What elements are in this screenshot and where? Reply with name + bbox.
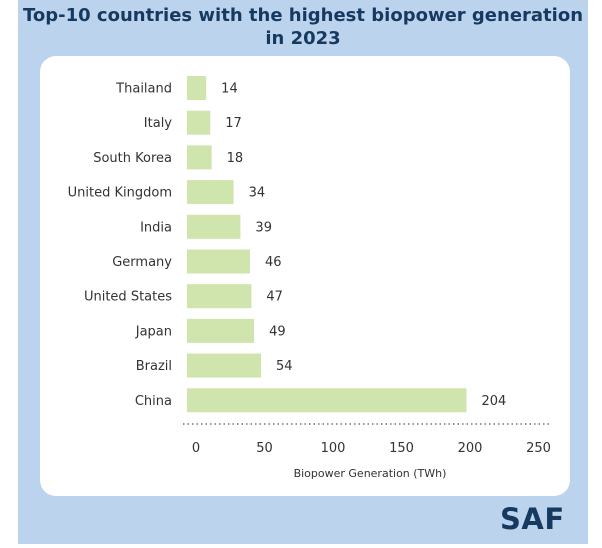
bar xyxy=(187,284,252,309)
data-label: 17 xyxy=(225,116,242,131)
data-label: 204 xyxy=(481,394,506,409)
chart-card xyxy=(40,56,570,496)
category-label: China xyxy=(135,394,172,409)
saf-logo: SAF xyxy=(500,502,565,536)
category-label: Italy xyxy=(144,116,173,131)
x-tick-label: 100 xyxy=(321,441,346,456)
data-label: 46 xyxy=(265,255,282,270)
category-label: United States xyxy=(84,290,172,305)
data-label: 49 xyxy=(269,324,286,339)
bar xyxy=(187,76,207,100)
bar xyxy=(187,388,467,413)
bar xyxy=(187,249,251,274)
data-label: 39 xyxy=(255,220,272,235)
data-label: 47 xyxy=(266,290,283,305)
x-axis-title: Biopower Generation (TWh) xyxy=(294,467,447,480)
bar xyxy=(187,180,234,205)
bar xyxy=(187,318,255,343)
category-label: Brazil xyxy=(136,359,172,374)
data-label: 18 xyxy=(227,151,244,166)
category-label: Japan xyxy=(135,324,172,339)
chart-title: Top-10 countries with the highest biopow… xyxy=(22,5,584,49)
category-label: Thailand xyxy=(115,82,172,97)
data-label: 34 xyxy=(249,186,266,201)
bar xyxy=(187,145,212,170)
bar xyxy=(187,353,261,378)
data-label: 54 xyxy=(276,359,293,374)
category-label: India xyxy=(140,220,172,235)
x-tick-label: 150 xyxy=(389,441,414,456)
category-label: South Korea xyxy=(93,151,172,166)
category-label: Germany xyxy=(112,255,172,270)
x-tick-label: 0 xyxy=(192,441,200,456)
x-tick-label: 50 xyxy=(256,441,273,456)
category-label: United Kingdom xyxy=(68,186,172,201)
bar xyxy=(187,214,241,239)
x-tick-label: 200 xyxy=(458,441,483,456)
data-label: 14 xyxy=(221,82,238,97)
x-tick-label: 250 xyxy=(526,441,551,456)
bar xyxy=(187,110,211,135)
